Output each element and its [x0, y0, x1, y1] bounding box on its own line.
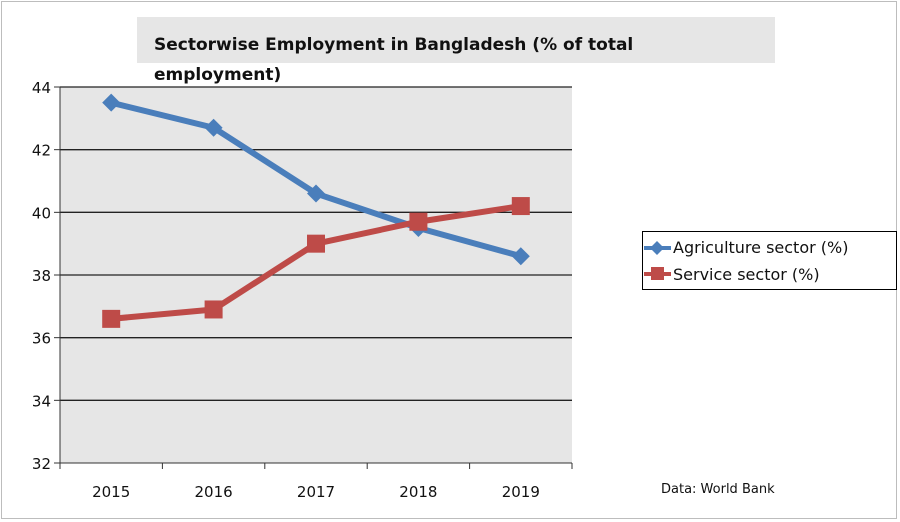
data-point-diamond: [511, 247, 530, 266]
data-source: Data: World Bank: [661, 482, 775, 497]
data-point-diamond: [307, 184, 325, 203]
x-tick-label: 2016: [195, 483, 233, 501]
y-tick-label: 36: [32, 330, 51, 348]
series-markers: [102, 93, 530, 328]
legend-item-agriculture: Agriculture sector (%): [643, 235, 896, 261]
y-tick-label: 32: [32, 455, 51, 473]
legend-agriculture-label: Agriculture sector (%): [673, 238, 849, 257]
data-point-square: [409, 212, 428, 231]
data-point-square: [102, 309, 121, 328]
y-tick-label: 44: [32, 79, 51, 97]
x-tick-label: 2018: [399, 483, 437, 501]
legend-agriculture-symbol: [644, 241, 671, 255]
legend: Agriculture sector (%) Service sector (%…: [642, 231, 897, 290]
y-tick-label: 42: [32, 142, 51, 160]
legend-item-service: Service sector (%): [643, 262, 896, 288]
legend-service-symbol: [644, 267, 671, 280]
y-tick-label: 40: [32, 204, 51, 222]
chart-title: Sectorwise Employment in Bangladesh (% o…: [154, 35, 634, 85]
data-point-square: [511, 197, 530, 216]
x-axis-ticks: 2015 2016 2017 2018 2019: [59, 463, 573, 501]
data-point-diamond: [102, 93, 121, 112]
x-tick-label: 2017: [297, 483, 335, 501]
y-tick-label: 34: [32, 392, 51, 410]
data-point-square: [307, 234, 325, 253]
y-tick-label: 38: [32, 267, 51, 285]
legend-service-label: Service sector (%): [673, 265, 820, 284]
data-point-square: [204, 300, 223, 319]
x-tick-label: 2015: [92, 483, 130, 501]
data-point-diamond: [204, 118, 223, 137]
title-background: [137, 17, 775, 63]
y-axis-ticks: 32 34 36 38 40 42 44: [32, 79, 60, 473]
x-tick-label: 2019: [502, 483, 540, 501]
